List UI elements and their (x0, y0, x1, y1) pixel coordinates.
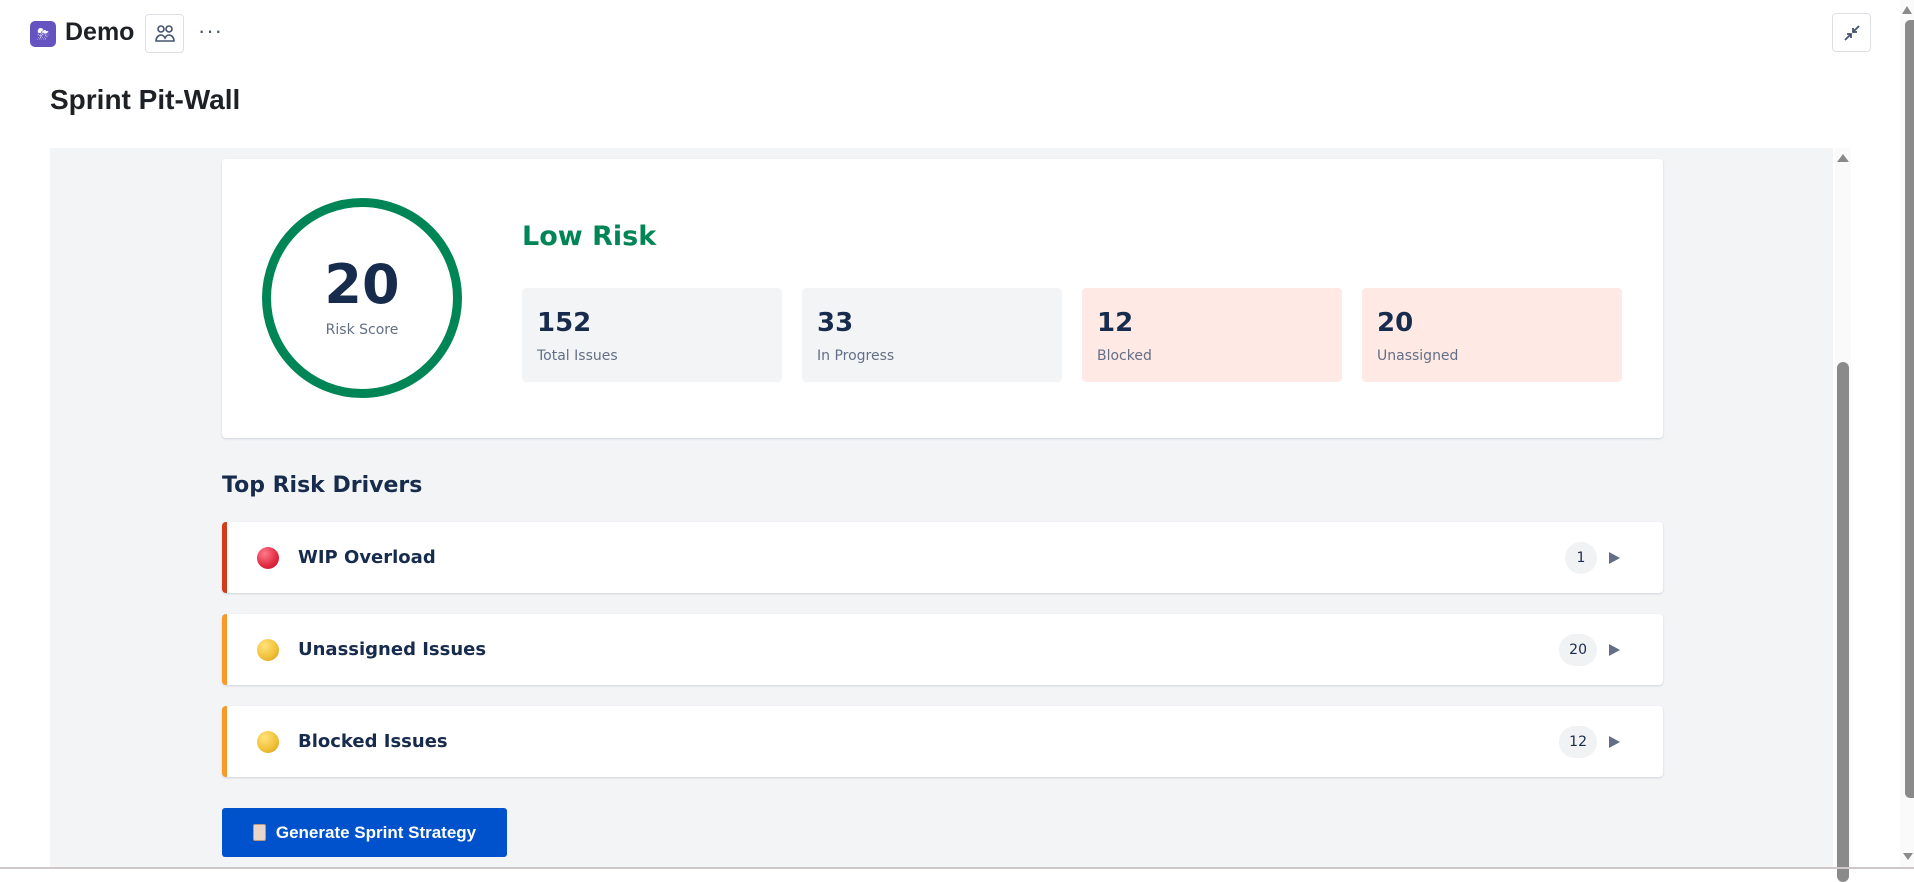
button-label: Generate Sprint Strategy (275, 822, 477, 842)
stat-total-issues: 152 Total Issues (522, 288, 782, 382)
risk-driver-blocked-issues[interactable]: Blocked Issues 12 (222, 706, 1663, 777)
risk-driver-wip-overload[interactable]: WIP Overload 1 (222, 522, 1663, 593)
stat-unassigned: 20 Unassigned (1362, 288, 1622, 382)
window-bottom-border (0, 867, 1914, 869)
page-title: Sprint Pit-Wall (50, 84, 241, 115)
driver-label: Blocked Issues (298, 731, 448, 752)
expand-arrow-icon[interactable] (1609, 643, 1620, 656)
scroll-up-icon[interactable] (1837, 154, 1849, 162)
stat-label: Blocked (1097, 348, 1152, 364)
people-icon (154, 24, 175, 42)
risk-summary-card: 20 Risk Score Low Risk 152 Total Issues … (222, 159, 1663, 438)
risk-score-label: Risk Score (325, 322, 399, 338)
expand-arrow-icon[interactable] (1609, 551, 1620, 564)
stat-label: Unassigned (1377, 348, 1459, 364)
driver-label: WIP Overload (298, 547, 436, 568)
yellow-circle-icon (257, 638, 279, 661)
section-title: Top Risk Drivers (222, 473, 423, 498)
stat-in-progress: 33 In Progress (802, 288, 1062, 382)
stat-label: Total Issues (537, 348, 618, 364)
app-logo-icon: ⛈ (30, 21, 56, 47)
scrollbar-thumb[interactable] (1905, 20, 1914, 798)
stat-value: 12 (1097, 308, 1134, 338)
stat-value: 152 (537, 308, 592, 338)
stat-value: 20 (1377, 308, 1414, 338)
stat-value: 33 (817, 308, 854, 338)
risk-driver-unassigned-issues[interactable]: Unassigned Issues 20 (222, 614, 1663, 685)
count-badge: 12 (1559, 725, 1597, 758)
stat-blocked: 12 Blocked (1082, 288, 1342, 382)
dashboard-panel: 20 Risk Score Low Risk 152 Total Issues … (50, 148, 1833, 869)
count-badge: 1 (1565, 541, 1597, 574)
page-scrollbar[interactable] (1900, 0, 1914, 869)
panel-scrollbar[interactable] (1835, 148, 1851, 882)
yellow-circle-icon (257, 730, 279, 753)
risk-level: Low Risk (522, 221, 657, 252)
clipboard-icon (252, 824, 266, 841)
driver-label: Unassigned Issues (298, 639, 487, 660)
generate-sprint-strategy-button[interactable]: Generate Sprint Strategy (222, 808, 507, 857)
scroll-up-icon[interactable] (1902, 6, 1912, 14)
count-badge: 20 (1559, 633, 1597, 666)
risk-score-ring: 20 Risk Score (262, 198, 462, 398)
minimize-button[interactable] (1832, 13, 1871, 52)
scroll-down-icon[interactable] (1903, 853, 1913, 860)
more-button[interactable]: ··· (198, 18, 223, 43)
minimize-icon (1843, 24, 1860, 41)
stat-label: In Progress (817, 348, 895, 364)
red-circle-icon (257, 546, 279, 569)
scrollbar-thumb[interactable] (1837, 362, 1849, 882)
expand-arrow-icon[interactable] (1609, 735, 1620, 748)
risk-score-value: 20 (324, 253, 400, 316)
people-button[interactable] (145, 14, 184, 53)
app-name: Demo (65, 18, 135, 46)
